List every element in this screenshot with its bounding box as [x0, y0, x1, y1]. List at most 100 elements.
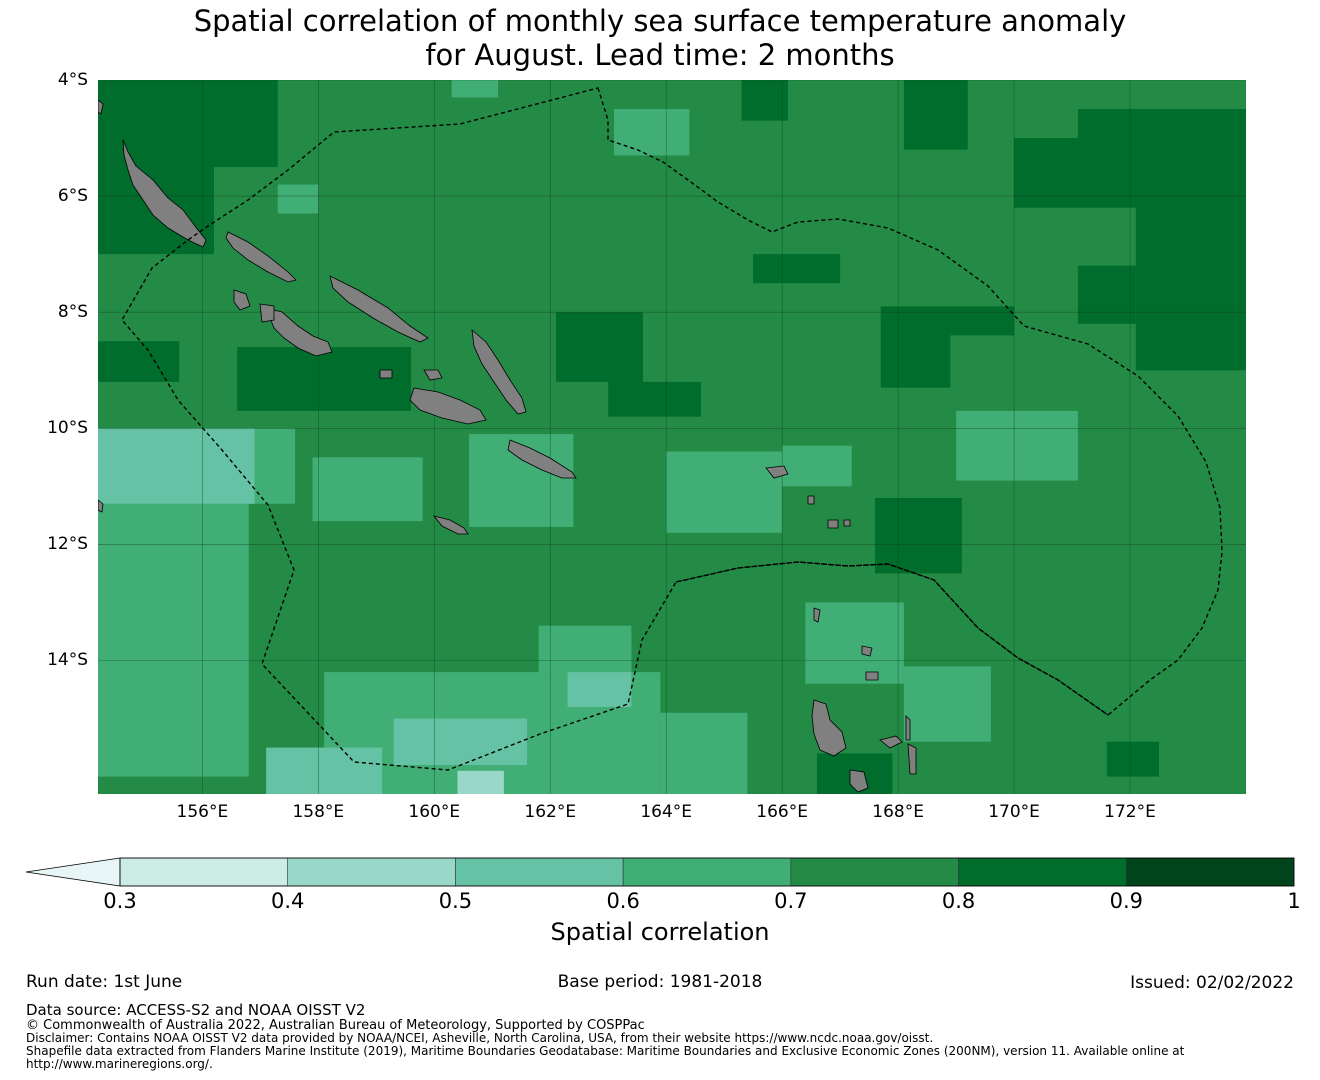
correlation-patch-29: [903, 666, 991, 742]
colorbar-segment-1: [287, 857, 456, 887]
colorbar-tick-label: 1: [1287, 889, 1301, 913]
land-rennell: [432, 515, 469, 535]
data-source: Data source: ACCESS-S2 and NOAA OISST V2: [26, 1001, 366, 1019]
land-kolombangara: [259, 303, 275, 323]
map-gridlines: [98, 80, 1246, 794]
correlation-patches: [98, 80, 1246, 794]
land-malekula: [849, 769, 869, 793]
eez-vanuatu: [675, 561, 1109, 716]
land-pentecost: [907, 743, 917, 775]
lon-tick-label: 162°E: [524, 802, 577, 822]
land-utupua: [807, 495, 815, 505]
colorbar-segment-5: [958, 857, 1127, 887]
land-ambae: [879, 735, 903, 749]
correlation-patch-30: [614, 109, 690, 156]
run-date: Run date: 1st June: [26, 972, 183, 992]
eez-solomon-islands: [121, 87, 1223, 771]
correlation-patch-14: [753, 254, 841, 284]
correlation-patch-22: [666, 451, 783, 533]
land-espiritu-santo: [811, 699, 847, 757]
correlation-patch-2: [98, 341, 180, 382]
correlation-patch-11: [1077, 265, 1136, 324]
correlation-patch-5: [608, 381, 701, 417]
colorbar-frame: [119, 857, 1295, 887]
lon-tick-label: 166°E: [756, 802, 808, 822]
lat-tick-label: 4°S: [57, 70, 88, 90]
land-maewo: [905, 715, 911, 741]
correlation-patch-6: [880, 306, 951, 388]
issued-date: Issued: 02/02/2022: [1130, 973, 1294, 993]
colorbar-tick-label: 0.9: [1109, 889, 1143, 913]
lon-tick-label: 156°E: [176, 802, 229, 822]
colorbar-segment-4: [790, 857, 959, 887]
lat-tick-label: 8°S: [57, 302, 88, 323]
colorbar-segments: [25, 857, 1295, 887]
lon-tick-label: 158°E: [292, 802, 345, 822]
chart-title-line-1: Spatial correlation of monthly sea surfa…: [193, 4, 1127, 38]
land-santa-isabel: [329, 275, 429, 343]
correlation-patch-4: [556, 312, 644, 382]
land-gaua: [865, 671, 879, 681]
land-new-georgia: [265, 307, 333, 357]
correlation-patch-19: [98, 503, 249, 777]
colorbar-segment-6: [1125, 857, 1295, 887]
correlation-patch-28: [805, 602, 904, 684]
land-nendo: [765, 465, 789, 479]
colorbar-tick-label: 0.4: [271, 889, 305, 913]
land-malaita: [471, 329, 527, 415]
correlation-map: [98, 80, 1246, 794]
colorbar-segment-0: [119, 857, 289, 887]
correlation-patch-7: [950, 306, 1015, 336]
lon-tick-label: 160°E: [408, 802, 461, 822]
correlation-patch-9: [1077, 109, 1246, 139]
correlation-patch-16: [1106, 741, 1160, 777]
base-period: Base period: 1981-2018: [557, 972, 763, 992]
correlation-patch-36: [567, 672, 632, 707]
lon-tick-label: 168°E: [872, 802, 924, 822]
land-florida-islands: [423, 369, 443, 381]
correlation-patch-27: [660, 712, 748, 794]
land-masses: [98, 99, 917, 793]
colorbar-tick-label: 0.8: [941, 889, 976, 913]
shapefile-url[interactable]: http://www.marineregions.org/.: [26, 1057, 213, 1071]
correlation-patch-23: [782, 445, 852, 487]
shapefile-credit: Shapefile data extracted from Flanders M…: [26, 1044, 1185, 1058]
colorbar-tick-label: 0.5: [438, 889, 473, 913]
correlation-patch-3: [237, 347, 412, 411]
land-vanikoro: [827, 519, 839, 529]
chart-title-line-2: for August. Lead time: 2 months: [425, 38, 895, 72]
land-small-islet-3: [98, 499, 104, 513]
correlation-patch-37: [457, 770, 504, 794]
land-torres-islands: [813, 607, 821, 623]
land-vanua-lava: [861, 645, 873, 657]
lat-tick-label: 12°S: [47, 534, 88, 555]
colorbar-tick-label: 0.7: [774, 889, 808, 913]
colorbar-tick-label: 0.3: [103, 889, 137, 913]
correlation-patch-13: [741, 80, 788, 121]
lat-tick-label: 10°S: [47, 418, 88, 439]
lon-tick-label: 170°E: [988, 802, 1040, 822]
correlation-patch-33: [98, 428, 255, 504]
correlation-patch-32: [277, 184, 319, 214]
land-small-islet-2: [98, 99, 104, 115]
colorbar-segment-3: [622, 857, 792, 887]
lon-tick-label: 172°E: [1104, 802, 1156, 822]
correlation-patch-35: [393, 718, 528, 765]
colorbar-tick-label: 0.6: [606, 889, 640, 913]
correlation-patch-26: [538, 625, 632, 673]
land-bougainville: [122, 139, 207, 248]
land-guadalcanal: [409, 387, 487, 425]
land-tikopia: [843, 519, 851, 527]
land-makira: [507, 439, 577, 479]
lon-tick-label: 164°E: [640, 802, 693, 822]
correlation-patch-15: [874, 497, 962, 574]
correlation-patch-20: [312, 457, 423, 522]
land-choiseul: [225, 231, 297, 283]
correlation-patch-24: [956, 410, 1078, 481]
correlation-patch-34: [266, 747, 383, 794]
colorbar-segment-2: [455, 857, 624, 887]
disclaimer: Disclaimer: Contains NOAA OISST V2 data …: [26, 1031, 934, 1045]
copyright-notice: © Commonwealth of Australia 2022, Austra…: [26, 1018, 645, 1033]
correlation-patch-31: [451, 80, 499, 98]
colorbar-extend-min: [25, 857, 121, 887]
